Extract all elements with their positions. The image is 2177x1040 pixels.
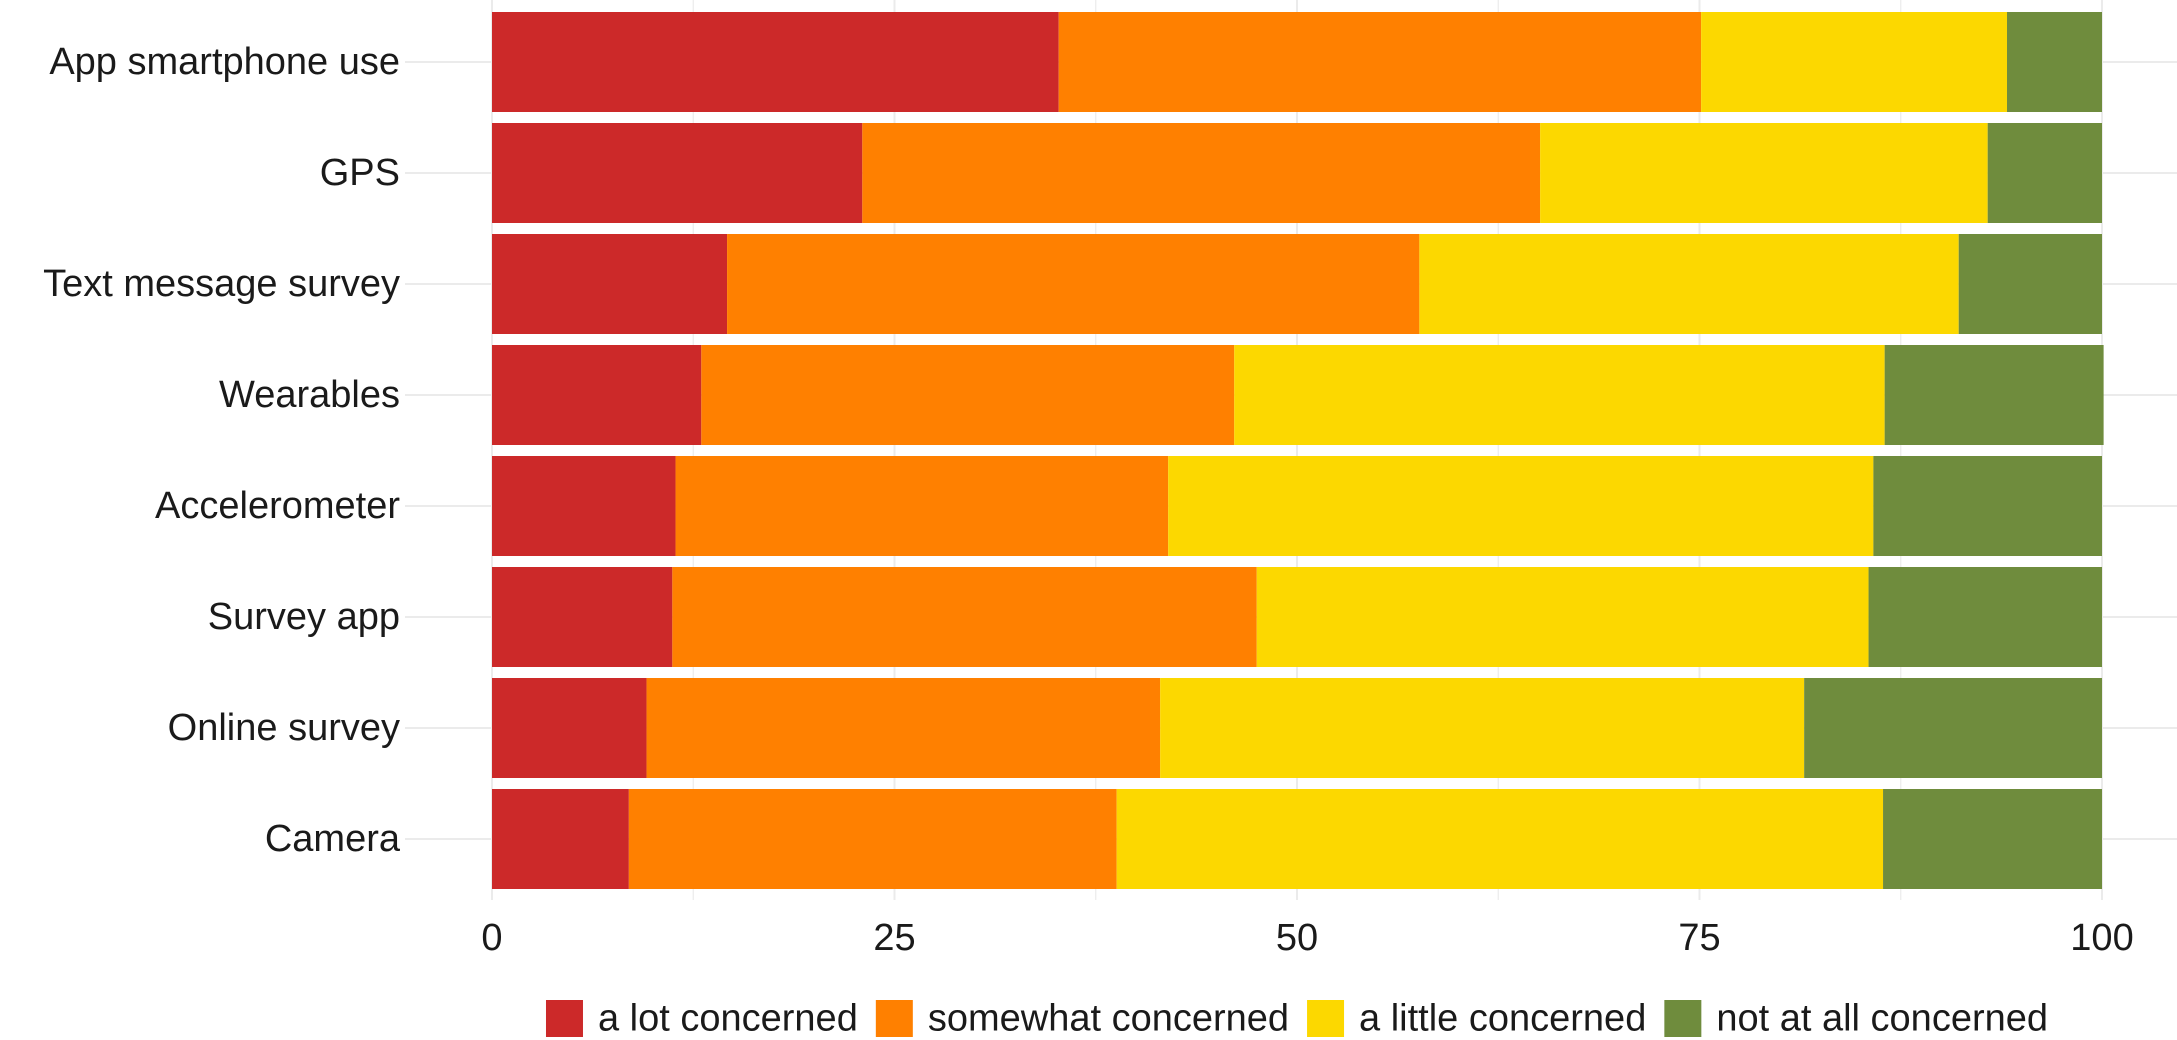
bar-gps-not-at-all-concerned [1987, 123, 2102, 223]
bar-app-smartphone-use-a-little-concerned [1701, 12, 2008, 112]
bar-text-message-survey-somewhat-concerned [727, 234, 1420, 334]
bar-online-survey-not-at-all-concerned [1804, 678, 2102, 778]
legend: a lot concerned somewhat concerned a littl… [545, 998, 2048, 1040]
category-label-camera: Camera [265, 818, 401, 860]
bar-gps-a-little-concerned [1540, 123, 1988, 223]
category-label-text-message-survey: Text message survey [43, 263, 400, 305]
bar-app-smartphone-use-not-at-all-concerned [2007, 12, 2102, 112]
bar-camera-not-at-all-concerned [1883, 789, 2102, 889]
bar-accelerometer-somewhat-concerned [675, 456, 1169, 556]
category-label-gps: GPS [320, 152, 400, 194]
bars [492, 12, 2104, 889]
bar-survey-app-not-at-all-concerned [1868, 567, 2102, 667]
bar-text-message-survey-not-at-all-concerned [1958, 234, 2102, 334]
legend-swatch-somewhat-concerned [875, 1000, 913, 1037]
bar-online-survey-a-little-concerned [1160, 678, 1805, 778]
bar-wearables-a-lot-concerned [492, 345, 702, 445]
bar-accelerometer-a-little-concerned [1168, 456, 1874, 556]
bar-text-message-survey-a-little-concerned [1419, 234, 1959, 334]
x-tick-label: 0 [481, 917, 502, 959]
bar-online-survey-a-lot-concerned [492, 678, 647, 778]
bar-online-survey-somewhat-concerned [646, 678, 1161, 778]
legend-label-a-little-concerned: a little concerned [1359, 998, 1646, 1040]
x-tick-label: 50 [1276, 917, 1318, 959]
category-label-accelerometer: Accelerometer [155, 485, 400, 527]
category-label-wearables: Wearables [219, 374, 400, 416]
x-tick-label: 25 [873, 917, 915, 959]
bar-app-smartphone-use-somewhat-concerned [1058, 12, 1702, 112]
legend-swatch-a-lot-concerned [545, 1000, 583, 1037]
bar-accelerometer-not-at-all-concerned [1873, 456, 2102, 556]
bar-camera-a-little-concerned [1116, 789, 1884, 889]
bar-survey-app-a-little-concerned [1256, 567, 1869, 667]
category-labels: App smartphone use GPS Text message survey… [43, 41, 401, 860]
bar-gps-a-lot-concerned [492, 123, 863, 223]
bar-accelerometer-a-lot-concerned [492, 456, 676, 556]
legend-swatch-a-little-concerned [1307, 1000, 1345, 1037]
bar-camera-somewhat-concerned [628, 789, 1117, 889]
x-tick-label: 75 [1678, 917, 1720, 959]
x-tick-label: 100 [2070, 917, 2133, 959]
legend-label-a-lot-concerned: a lot concerned [598, 998, 858, 1040]
bar-survey-app-a-lot-concerned [492, 567, 673, 667]
bar-wearables-a-little-concerned [1234, 345, 1885, 445]
category-label-survey-app: Survey app [208, 596, 400, 638]
bar-survey-app-somewhat-concerned [672, 567, 1257, 667]
bar-text-message-survey-a-lot-concerned [492, 234, 728, 334]
bar-wearables-somewhat-concerned [701, 345, 1235, 445]
category-label-online-survey: Online survey [168, 707, 400, 749]
x-axis-ticks: 0 25 50 75 100 [481, 917, 2133, 959]
legend-swatch-not-at-all-concerned [1664, 1000, 1702, 1037]
legend-label-somewhat-concerned: somewhat concerned [928, 998, 1289, 1040]
bar-gps-somewhat-concerned [862, 123, 1541, 223]
bar-app-smartphone-use-a-lot-concerned [492, 12, 1059, 112]
legend-label-not-at-all-concerned: not at all concerned [1716, 998, 2048, 1040]
bar-camera-a-lot-concerned [492, 789, 629, 889]
bar-wearables-not-at-all-concerned [1884, 345, 2104, 445]
category-label-app-smartphone-use: App smartphone use [49, 41, 400, 83]
